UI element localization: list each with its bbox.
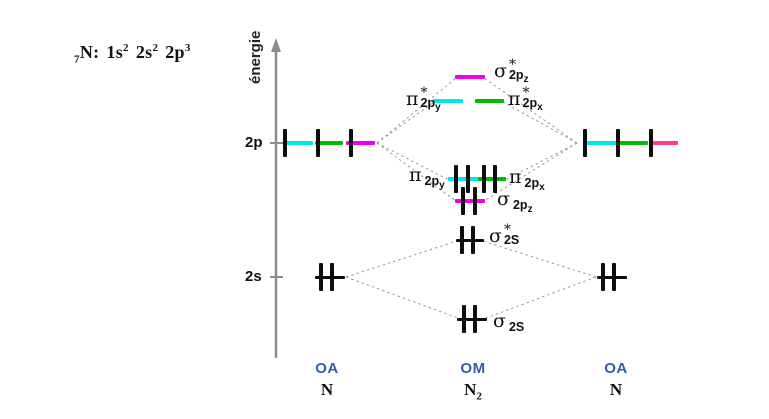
level-mo-pi-2py xyxy=(448,177,481,181)
electron-config-title: 7N: 1s2 2s2 2p3 xyxy=(74,42,191,66)
level-mo-sigma-star-2s xyxy=(456,238,484,242)
correlation-line xyxy=(504,142,578,181)
electron-bar xyxy=(473,187,477,215)
correlation-line xyxy=(345,240,458,278)
pi-symbol: π xyxy=(509,166,522,188)
orbital-1s: 1s2 xyxy=(106,42,129,62)
electron-bar xyxy=(583,129,587,157)
level-label-2p: 2p xyxy=(245,134,263,151)
correlation-line xyxy=(345,276,459,319)
electron-bar xyxy=(283,129,287,157)
level-ao-left-2px xyxy=(315,141,343,145)
level-mo-pi-star-2py xyxy=(433,99,463,103)
antibonding-star: * xyxy=(522,85,530,101)
level-mo-sigma-star-2pz xyxy=(455,75,485,79)
om-label-center: OM xyxy=(460,360,486,377)
correlation-line xyxy=(483,142,578,202)
oa-label-right: OA xyxy=(604,360,628,377)
level-ao-right-2pz xyxy=(651,141,678,145)
sigma-symbol: σ xyxy=(489,225,502,247)
level-ao-left-2py xyxy=(284,141,313,145)
label-sigma-star-2pz: σ * 2pz xyxy=(494,57,529,85)
level-ao-right-2px xyxy=(619,141,648,145)
electron-bar xyxy=(330,263,334,291)
sigma-symbol: σ xyxy=(494,60,507,82)
label-sigma-2s: σ 2S xyxy=(493,310,525,334)
energy-axis-label: énergie xyxy=(247,30,264,84)
pi-symbol: π xyxy=(409,164,422,186)
oa-label-left: OA xyxy=(315,360,339,377)
electron-bar xyxy=(466,165,470,193)
correlation-line xyxy=(376,142,450,181)
pi-symbol: π xyxy=(406,88,419,110)
label-sigma-star-2s: σ * 2S xyxy=(489,222,520,247)
column-left: OA N xyxy=(315,360,339,400)
label-pi-2px: π 2px xyxy=(509,166,545,193)
column-center: OM N2 xyxy=(460,360,485,402)
correlation-line xyxy=(483,77,578,144)
level-ao-right-2py xyxy=(586,141,616,145)
label-pi-star-2py: π * 2py xyxy=(406,85,441,113)
electron-bar xyxy=(616,129,620,157)
level-mo-sigma-2s xyxy=(457,317,487,321)
electron-bar xyxy=(319,263,323,291)
energy-axis-arrowhead xyxy=(271,38,281,52)
sigma-symbol: σ xyxy=(493,310,506,332)
electron-bar xyxy=(471,226,475,254)
orbital-2p: 2p3 xyxy=(165,42,191,62)
orbital-2s: 2s2 xyxy=(135,42,159,62)
pi-symbol: π xyxy=(508,88,521,110)
level-mo-pi-2px xyxy=(478,177,506,181)
label-pi-star-2px: π * 2px xyxy=(508,85,543,113)
electron-bar xyxy=(601,263,605,291)
molecule-label: N2 xyxy=(464,380,482,403)
level-ao-left-2pz xyxy=(346,141,375,145)
column-right: OA N xyxy=(604,360,628,400)
electron-bar xyxy=(612,263,616,291)
level-mo-sigma-2pz xyxy=(455,199,485,203)
electron-bar xyxy=(493,165,497,193)
atom-label-left: N xyxy=(320,380,334,399)
electron-bar xyxy=(482,165,486,193)
correlation-line xyxy=(376,77,457,144)
atom-label-right: N xyxy=(609,380,623,399)
element-symbol: N: xyxy=(79,42,100,62)
level-label-2s: 2s xyxy=(245,268,262,285)
label-pi-2py: π 2py xyxy=(409,164,445,191)
electron-bar xyxy=(473,305,477,333)
level-mo-pi-star-2px xyxy=(475,99,504,103)
electron-bar xyxy=(461,187,465,215)
sigma-symbol: σ xyxy=(497,188,510,210)
antibonding-star: * xyxy=(420,85,428,101)
electron-bar xyxy=(349,129,353,157)
electron-bar xyxy=(316,129,320,157)
atomic-number: 7 xyxy=(74,53,80,66)
electron-bar xyxy=(649,129,653,157)
correlation-line xyxy=(376,101,435,144)
electron-bar xyxy=(454,165,458,193)
antibonding-star: * xyxy=(503,222,511,238)
antibonding-star: * xyxy=(508,57,516,73)
label-sigma-2pz: σ 2pz xyxy=(497,188,533,215)
electron-bar xyxy=(462,305,466,333)
electron-bar xyxy=(460,226,464,254)
